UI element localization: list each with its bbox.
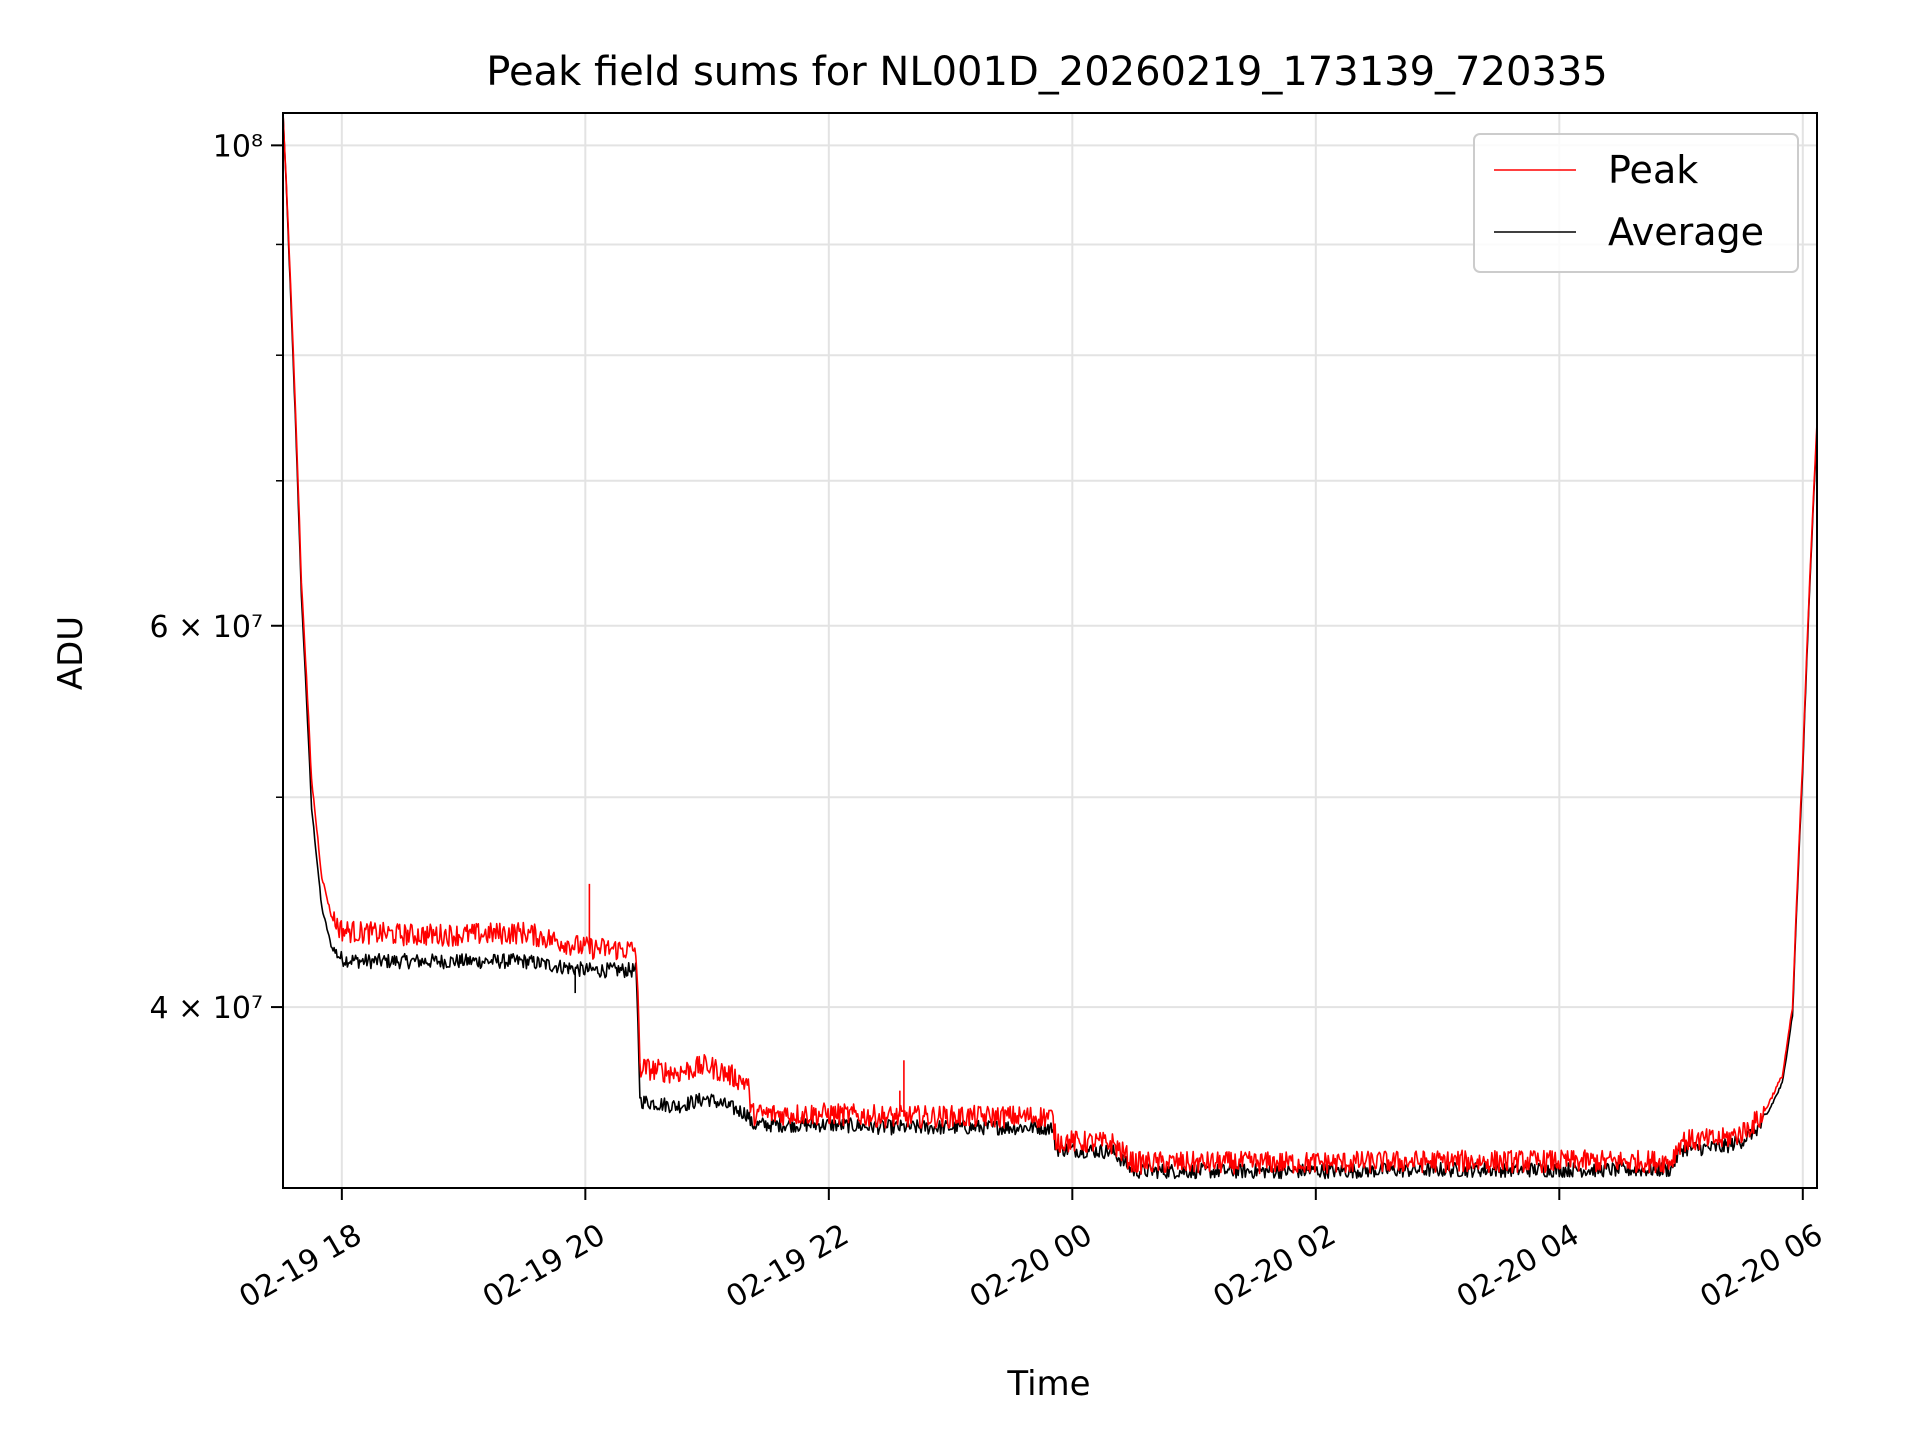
x-tick-label: 02-20 06	[1694, 1217, 1828, 1315]
series-line-peak	[282, 111, 1818, 1175]
y-tick-label: 6 × 10⁷	[150, 610, 264, 645]
series-line-average	[282, 112, 1818, 1180]
series-layer	[282, 111, 1818, 1180]
y-axis-label: ADU	[51, 616, 91, 690]
x-tick-label: 02-19 20	[477, 1217, 611, 1315]
plot-frame	[282, 112, 1818, 1189]
legend: Peak Average	[1473, 133, 1799, 273]
y-axis: 4 × 10⁷ 6 × 10⁷ 10⁸	[150, 129, 283, 1026]
y-tick-label: 10⁸	[213, 129, 263, 164]
grid	[283, 113, 1817, 1188]
x-tick-label: 02-20 00	[964, 1217, 1098, 1315]
x-tick-label: 02-19 22	[721, 1217, 855, 1315]
legend-label-average: Average	[1608, 210, 1764, 254]
x-tick-label: 02-20 02	[1207, 1217, 1341, 1315]
x-axis-label: Time	[1006, 1364, 1090, 1404]
x-tick-label: 02-20 04	[1451, 1217, 1585, 1315]
legend-box	[1473, 133, 1799, 273]
y-tick-label: 4 × 10⁷	[150, 991, 264, 1026]
x-tick-label: 02-19 18	[234, 1217, 368, 1315]
legend-label-peak: Peak	[1608, 148, 1698, 192]
chart-title: Peak field sums for NL001D_20260219_1731…	[486, 49, 1607, 95]
x-axis: 02-19 18 02-19 20 02-19 22 02-20 00 02-20 02…	[234, 1188, 1829, 1315]
